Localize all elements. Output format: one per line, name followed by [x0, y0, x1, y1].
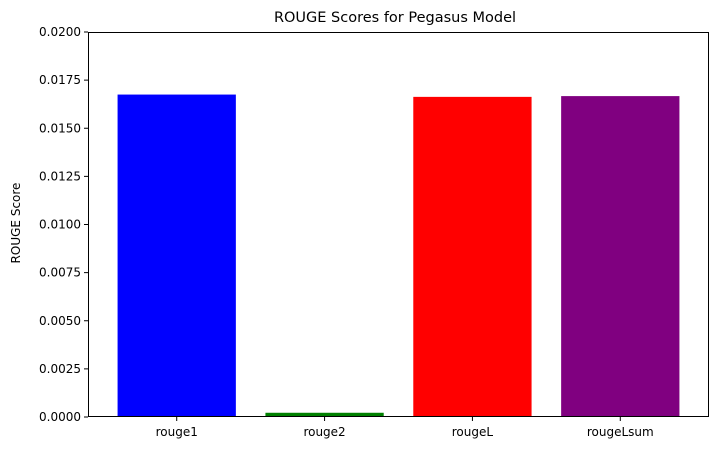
y-tick-label: 0.0000 — [39, 410, 81, 424]
bar-rougeLsum — [561, 96, 680, 417]
plot-frame — [88, 32, 709, 417]
x-tick-label: rougeL — [452, 425, 494, 439]
y-tick-label: 0.0075 — [39, 266, 81, 280]
y-tick-label: 0.0050 — [39, 314, 81, 328]
chart-title: ROUGE Scores for Pegasus Model — [274, 10, 516, 26]
y-tick-label: 0.0175 — [39, 73, 81, 87]
y-axis-label: ROUGE Score — [9, 183, 23, 264]
y-tick-label: 0.0125 — [39, 169, 81, 183]
bar-rouge1 — [117, 94, 236, 417]
bar-rougeL — [413, 96, 532, 417]
y-tick-label: 0.0200 — [39, 25, 81, 39]
bar-rouge2 — [265, 412, 384, 417]
x-tick-label: rougeLsum — [587, 425, 654, 439]
x-tick-label: rouge2 — [303, 425, 345, 439]
y-tick-label: 0.0100 — [39, 218, 81, 232]
x-ticks-group: rouge1 rouge2 rougeL rougeLsum — [156, 417, 654, 439]
bars-group — [117, 94, 680, 417]
y-ticks-group: 0.0000 0.0025 0.0050 0.0075 0.0100 0.0125 0.01… — [39, 25, 88, 424]
x-tick-label: rouge1 — [156, 425, 198, 439]
y-tick-label: 0.0150 — [39, 121, 81, 135]
y-tick-label: 0.0025 — [39, 362, 81, 376]
